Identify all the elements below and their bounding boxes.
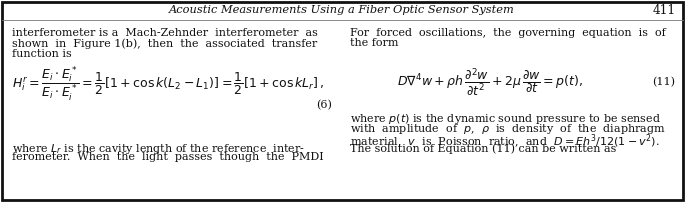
- Text: function is: function is: [12, 49, 72, 59]
- Text: material,  $v$  is  Poisson  ratio,  and  $D = Eh^3/12(1 - v^2)$.: material, $v$ is Poisson ratio, and $D =…: [350, 133, 660, 151]
- Text: 411: 411: [653, 3, 676, 17]
- Text: the form: the form: [350, 39, 399, 48]
- Text: interferometer is a  Mach-Zehnder  interferometer  as: interferometer is a Mach-Zehnder interfe…: [12, 28, 318, 38]
- Text: $H_i^r = \dfrac{E_i \cdot E_i^*}{E_i \cdot E_i^*} = \dfrac{1}{2}[1 + \cos k(L_2 : $H_i^r = \dfrac{E_i \cdot E_i^*}{E_i \cd…: [12, 64, 325, 103]
- Text: (6): (6): [316, 100, 332, 110]
- Text: $D\nabla^4 w + \rho h\,\dfrac{\partial^2 w}{\partial t^2} + 2\mu\,\dfrac{\partia: $D\nabla^4 w + \rho h\,\dfrac{\partial^2…: [397, 66, 583, 98]
- Text: For  forced  oscillations,  the  governing  equation  is  of: For forced oscillations, the governing e…: [350, 28, 666, 38]
- Text: (11): (11): [652, 77, 675, 87]
- FancyBboxPatch shape: [2, 2, 683, 200]
- Text: where $L_r$ is the cavity length of the reference  inter-: where $L_r$ is the cavity length of the …: [12, 142, 305, 156]
- Text: The solution of Equation (11) can be written as: The solution of Equation (11) can be wri…: [350, 143, 616, 154]
- Text: with  amplitude  of  $p$,  $\rho$  is  density  of  the  diaphragm: with amplitude of $p$, $\rho$ is density…: [350, 122, 666, 137]
- Text: shown  in  Figure 1(b),  then  the  associated  transfer: shown in Figure 1(b), then the associate…: [12, 39, 317, 49]
- Text: Acoustic Measurements Using a Fiber Optic Sensor System: Acoustic Measurements Using a Fiber Opti…: [169, 5, 515, 15]
- Text: ferometer.  When  the  light  passes  though  the  PMDI: ferometer. When the light passes though …: [12, 153, 324, 162]
- Text: where $p(t)$ is the dynamic sound pressure to be sensed: where $p(t)$ is the dynamic sound pressu…: [350, 112, 661, 126]
